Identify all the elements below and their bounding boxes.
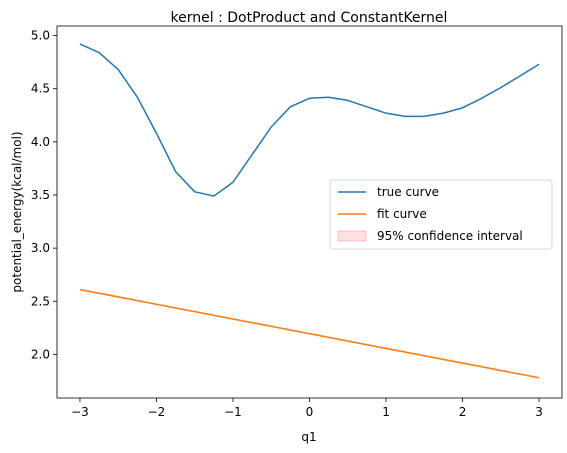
legend-label-confidence-interval: 95% confidence interval [377,229,523,243]
y-tick-label: 2.0 [31,347,50,361]
x-tick-label: 2 [459,405,467,419]
x-tick-label: 0 [306,405,314,419]
y-axis: 2.0 2.5 3.0 3.5 4.0 4.5 5.0 [31,29,57,361]
series-line-fit-curve [79,288,540,379]
legend-swatch-confidence-interval [337,230,367,242]
y-tick-label: 5.0 [31,29,50,43]
chart-title: kernel : DotProduct and ConstantKernel [171,10,448,26]
y-tick-label: 3.5 [31,188,50,202]
x-tick-label: −1 [224,405,242,419]
y-tick-label: 3.0 [31,241,50,255]
x-axis: −3 −2 −1 0 1 2 3 [71,398,543,419]
x-tick-label: 1 [382,405,390,419]
y-tick-label: 4.5 [31,82,50,96]
x-axis-label: q1 [301,430,316,444]
x-tick-label: −2 [148,405,166,419]
legend-box [329,179,553,250]
x-tick-label: 3 [535,405,543,419]
legend-label-true-curve: true curve [377,185,439,199]
x-tick-label: −3 [71,405,89,419]
series-line-true-curve [79,43,540,197]
y-tick-label: 4.0 [31,135,50,149]
y-axis-label: potential_energy(kcal/mol) [10,131,24,292]
y-tick-label: 2.5 [31,294,50,308]
plot-area [79,43,540,379]
legend: true curve fit curve 95% confidence inte… [329,179,553,250]
legend-label-fit-curve: fit curve [377,207,427,221]
